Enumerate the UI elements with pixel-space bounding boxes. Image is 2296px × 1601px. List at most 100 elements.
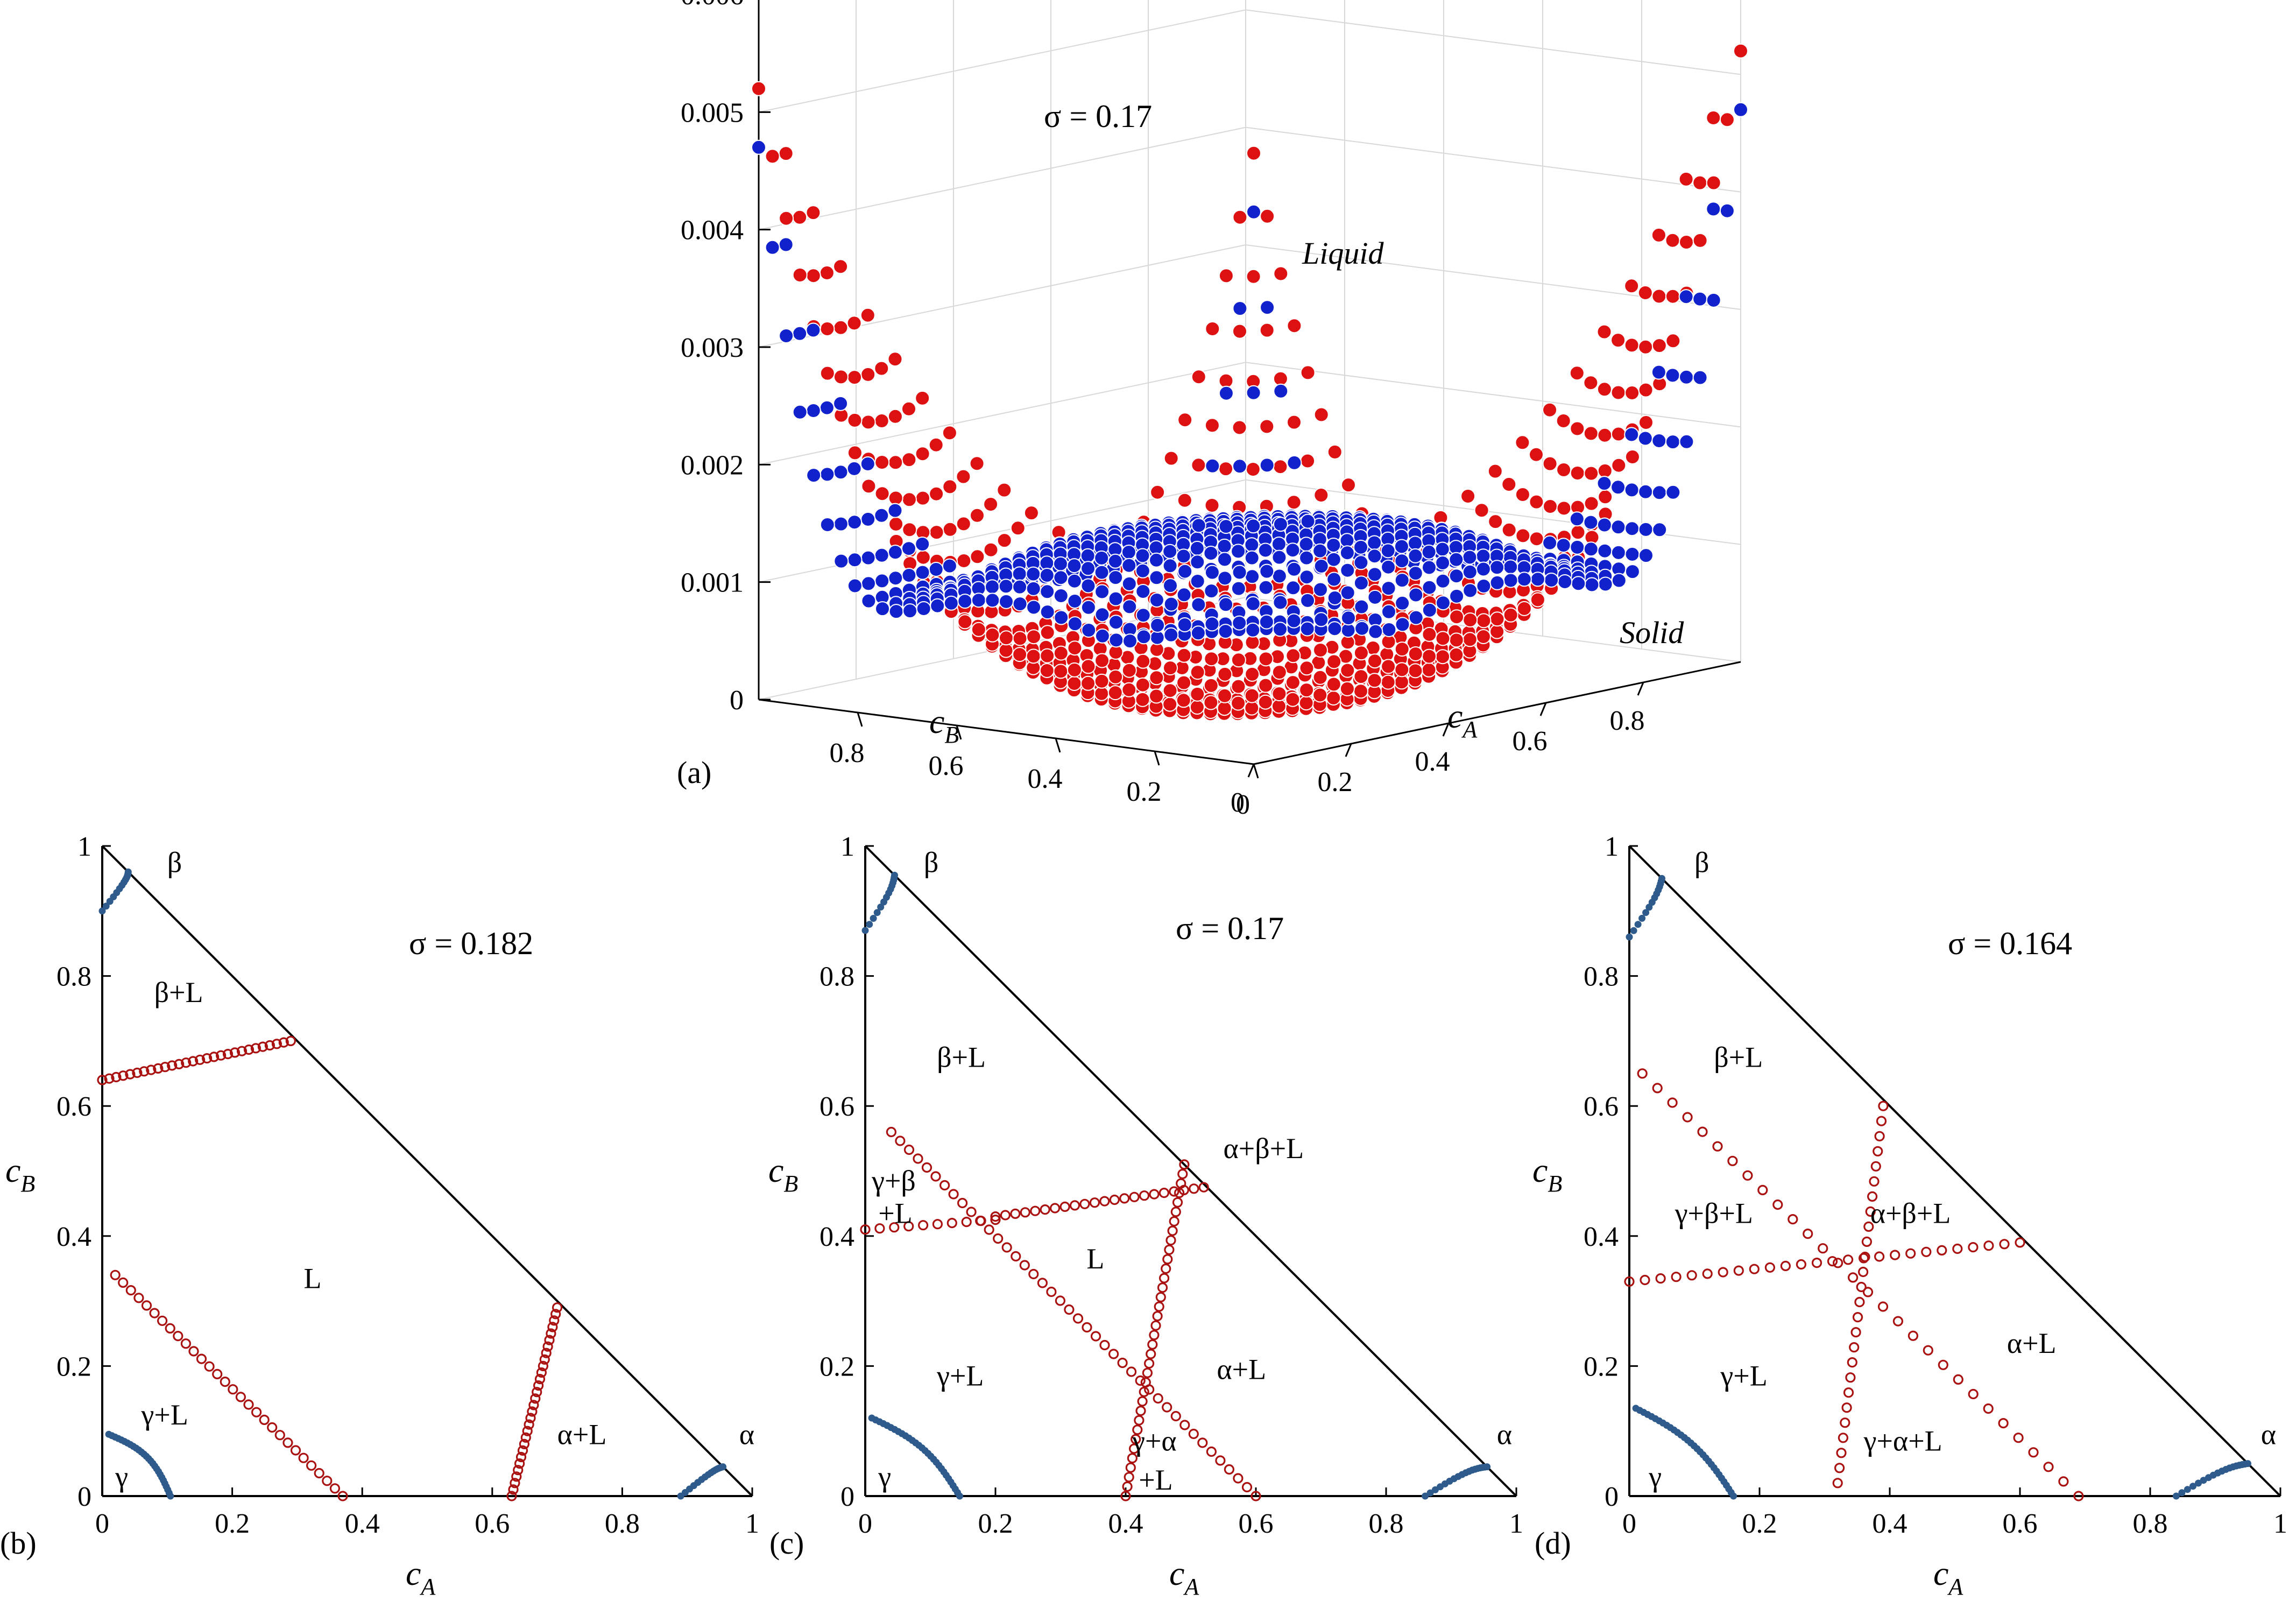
region-label: β+L <box>1714 1041 1763 1074</box>
solid-point <box>1136 629 1151 645</box>
solid-point <box>833 516 849 532</box>
panel-a-title: σ = 0.17 <box>1044 98 1152 134</box>
liquid-point <box>888 490 903 506</box>
liquid-point <box>1204 418 1220 433</box>
liquidus-point <box>1860 1251 1870 1263</box>
liquidus-point <box>538 1360 549 1371</box>
liquidus-point <box>1847 1357 1857 1368</box>
y-tick-label: 0.2 <box>56 1351 91 1382</box>
solid-point <box>1150 617 1165 633</box>
liquidus-point <box>1161 1263 1171 1274</box>
solid-point <box>1121 558 1137 573</box>
liquidus-point <box>1818 1243 1828 1254</box>
liquid-point <box>888 516 904 532</box>
liquidus-point <box>153 1063 164 1074</box>
liquid-point <box>1121 662 1137 678</box>
liquidus-point <box>1908 1330 1918 1341</box>
liquidus-point <box>1135 1406 1146 1416</box>
solid-point <box>1298 537 1314 552</box>
solid-point <box>1339 545 1355 561</box>
liquid-point <box>1597 463 1613 478</box>
liquid-point <box>956 516 971 532</box>
liquid-point <box>792 267 808 283</box>
region-label: α+L <box>2007 1327 2057 1359</box>
liquid-point <box>1327 444 1343 460</box>
solid-point <box>1244 537 1260 553</box>
liquid-point <box>779 210 794 226</box>
liquid-point <box>1678 171 1694 187</box>
solid-point <box>1624 546 1640 562</box>
solid-point <box>1121 576 1137 591</box>
solid-point <box>1176 548 1191 564</box>
liquidus-point <box>1144 1358 1155 1369</box>
liquid-point <box>847 445 863 461</box>
region-label: +L <box>878 1197 912 1230</box>
liquid-point <box>1596 324 1612 340</box>
liquid-point <box>1040 648 1055 664</box>
liquid-point <box>1408 646 1423 661</box>
liquid-point <box>1542 456 1558 471</box>
liquid-point <box>778 146 794 161</box>
liquidus-point <box>1833 1258 1843 1268</box>
liquid-point <box>1246 145 1261 161</box>
solid-point <box>1246 518 1261 534</box>
liquid-point <box>1326 654 1342 669</box>
solid-point <box>1108 591 1124 606</box>
solid-point <box>1557 574 1573 589</box>
solid-point <box>1530 572 1545 587</box>
liquidus-point <box>160 1062 171 1073</box>
solid-point <box>1162 558 1178 574</box>
liquid-point <box>874 413 889 428</box>
liquid-point <box>1257 694 1273 710</box>
panel-d-xlabel-main: c <box>1933 1554 1948 1592</box>
solid-point <box>1624 521 1640 537</box>
solid-point <box>1381 604 1396 619</box>
solid-curve-point <box>2189 1483 2196 1490</box>
liquid-point <box>1488 514 1503 530</box>
liquidus-point <box>984 1224 994 1235</box>
liquidus-point <box>1757 1184 1768 1195</box>
solid-point <box>1340 562 1355 578</box>
liquid-point <box>1300 453 1316 469</box>
panel-b-xlabel-main: c <box>406 1554 421 1592</box>
liquidus-point <box>1803 1229 1813 1239</box>
panel-d-label: (d) <box>1535 1526 1571 1561</box>
solid-point <box>1542 535 1558 551</box>
solid-curve-point <box>2172 1492 2180 1500</box>
liquid-point <box>1080 659 1096 674</box>
liquidus-point <box>515 1451 527 1463</box>
panel-c-xlabel-main: c <box>1169 1554 1184 1592</box>
solid-point <box>1081 623 1097 638</box>
liquidus-point <box>1858 1266 1869 1278</box>
liquidus-point <box>1921 1246 1932 1257</box>
solid-point <box>1326 538 1341 553</box>
panel-d-ylabel: cB <box>1532 1151 1562 1197</box>
solid-point <box>765 239 780 255</box>
liquid-point <box>1135 653 1151 669</box>
region-label: β+L <box>937 1041 986 1074</box>
ca-tick-label: 0.4 <box>1415 746 1450 777</box>
region-label: α+L <box>557 1418 607 1450</box>
liquidus-point <box>1135 1375 1146 1386</box>
region-label: β <box>167 846 182 878</box>
liquidus-point <box>314 1468 324 1479</box>
liquidus-point <box>1652 1083 1663 1094</box>
liquidus-point <box>1159 1273 1170 1283</box>
liquid-point <box>1515 528 1531 544</box>
liquidus-point <box>966 1207 977 1217</box>
liquidus-point <box>125 1069 136 1080</box>
y-tick-label: 0.8 <box>1584 962 1619 992</box>
solid-curve-point <box>1642 909 1650 916</box>
panel-d-axes: 0 0.2 0.4 0.6 0.8 1 0 0.2 0.4 0.6 0.8 1 <box>1584 831 2287 1539</box>
solid-point <box>1395 595 1410 611</box>
x-tick-label: 0.4 <box>1108 1508 1143 1539</box>
region-label: γ <box>878 1461 891 1493</box>
liquid-point <box>1665 232 1680 248</box>
solid-point <box>1435 595 1451 611</box>
liquid-point <box>888 455 903 470</box>
liquid-point <box>929 486 944 502</box>
liquidus-point <box>1937 1245 1947 1256</box>
liquid-point <box>1312 669 1328 685</box>
liquidus-point <box>1873 1146 1883 1156</box>
solid-point <box>1299 569 1315 585</box>
